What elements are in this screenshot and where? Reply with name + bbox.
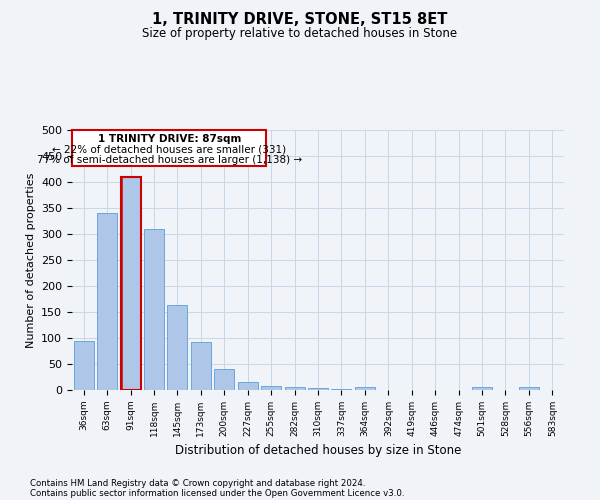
Text: Contains public sector information licensed under the Open Government Licence v3: Contains public sector information licen… <box>30 488 404 498</box>
Bar <box>167 305 187 390</box>
Bar <box>238 382 257 390</box>
X-axis label: Distribution of detached houses by size in Stone: Distribution of detached houses by size … <box>175 444 461 458</box>
Bar <box>331 389 352 390</box>
Bar <box>214 369 234 390</box>
Text: Size of property relative to detached houses in Stone: Size of property relative to detached ho… <box>142 28 458 40</box>
Bar <box>519 388 539 390</box>
Bar <box>144 229 164 390</box>
Bar <box>191 342 211 390</box>
Bar <box>261 386 281 390</box>
Bar <box>74 340 94 390</box>
Text: 1, TRINITY DRIVE, STONE, ST15 8ET: 1, TRINITY DRIVE, STONE, ST15 8ET <box>152 12 448 28</box>
Bar <box>472 388 492 390</box>
Text: 77% of semi-detached houses are larger (1,138) →: 77% of semi-detached houses are larger (… <box>37 155 302 165</box>
Bar <box>308 388 328 390</box>
Text: ← 22% of detached houses are smaller (331): ← 22% of detached houses are smaller (33… <box>52 144 286 154</box>
Bar <box>121 177 140 390</box>
Y-axis label: Number of detached properties: Number of detached properties <box>26 172 35 348</box>
Bar <box>355 388 375 390</box>
Text: Contains HM Land Registry data © Crown copyright and database right 2024.: Contains HM Land Registry data © Crown c… <box>30 478 365 488</box>
Bar <box>97 213 117 390</box>
Text: 1 TRINITY DRIVE: 87sqm: 1 TRINITY DRIVE: 87sqm <box>98 134 241 144</box>
Bar <box>284 388 305 390</box>
